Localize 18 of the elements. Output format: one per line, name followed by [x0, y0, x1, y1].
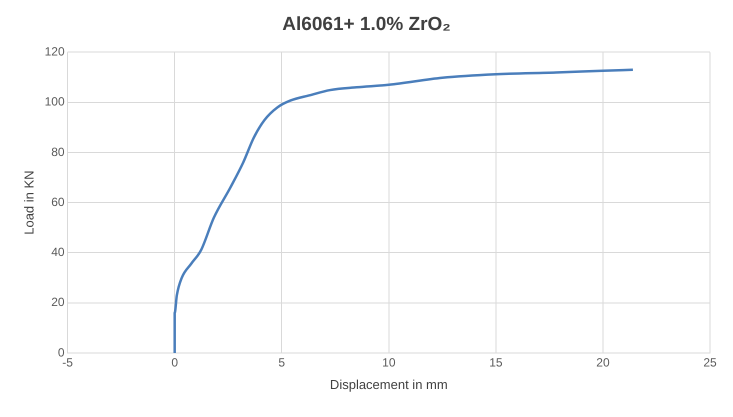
y-tick-label: 80 — [51, 144, 65, 159]
x-tick-label: -5 — [62, 356, 74, 370]
y-tick-label: 0 — [58, 345, 65, 360]
y-tick-label: 40 — [51, 245, 65, 260]
x-tick-label: 5 — [278, 356, 286, 370]
y-tick-label: 60 — [51, 194, 65, 209]
x-tick-label: 20 — [596, 356, 610, 370]
y-axis-title: Load in KN — [21, 170, 36, 235]
x-tick-label: 10 — [382, 356, 396, 370]
y-tick-label: 20 — [51, 295, 65, 310]
x-tick-label: 25 — [703, 356, 717, 370]
x-axis-title: Displacement in mm — [330, 376, 448, 392]
y-tick-label: 120 — [44, 44, 65, 59]
y-tick-label: 100 — [44, 94, 65, 109]
x-tick-label: 0 — [171, 356, 178, 370]
line-series — [173, 68, 634, 353]
chart-title: Al6061+ 1.0% ZrO₂ — [281, 14, 452, 36]
x-tick-label: 15 — [489, 356, 503, 370]
